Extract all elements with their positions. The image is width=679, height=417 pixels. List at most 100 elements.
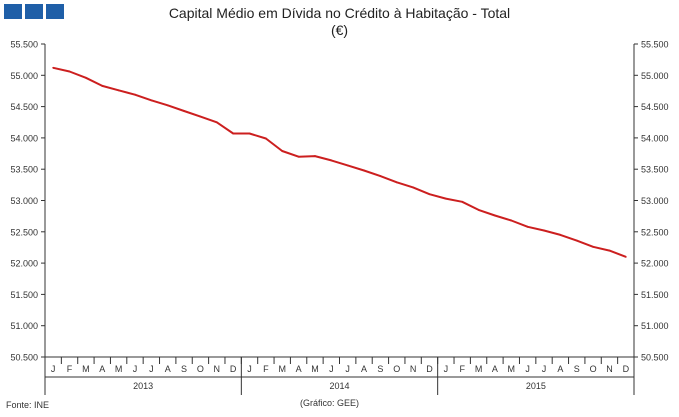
y-tick-label-left: 51.000 [10, 321, 38, 331]
chart-credit: (Gráfico: GEE) [300, 398, 360, 408]
x-month-label: N [410, 364, 417, 374]
y-tick-label-right: 51.500 [641, 290, 669, 300]
data-point [575, 239, 578, 242]
data-point [52, 66, 55, 69]
y-tick-label-right: 52.500 [641, 227, 669, 237]
x-month-label: J [345, 364, 350, 374]
y-tick-label-right: 50.500 [641, 353, 669, 363]
x-month-label: D [426, 364, 433, 374]
y-tick-label-right: 53.500 [641, 165, 669, 175]
x-month-label: S [377, 364, 383, 374]
x-month-label: A [99, 364, 105, 374]
data-point [395, 181, 398, 184]
x-month-label: S [181, 364, 187, 374]
y-tick-label-left: 52.500 [10, 227, 38, 237]
x-month-label: J [329, 364, 334, 374]
x-month-label: M [311, 364, 319, 374]
data-point [624, 255, 627, 258]
x-month-label: M [475, 364, 483, 374]
y-tick-label-left: 52.000 [10, 259, 38, 269]
data-point [346, 164, 349, 167]
data-point [461, 200, 464, 203]
x-month-label: M [508, 364, 516, 374]
chart-title: Capital Médio em Dívida no Crédito à Hab… [168, 5, 511, 21]
x-month-label: J [149, 364, 154, 374]
x-month-label: S [574, 364, 580, 374]
logo-square [46, 4, 64, 19]
data-point [281, 150, 284, 152]
data-point [543, 229, 545, 232]
x-month-label: F [459, 364, 465, 374]
y-tick-label-right: 51.000 [641, 321, 669, 331]
data-point [526, 225, 529, 228]
data-point [215, 121, 218, 124]
y-tick-label-right: 52.000 [641, 259, 669, 269]
data-point [166, 104, 169, 107]
x-month-label: F [263, 364, 269, 374]
source-note: Fonte: INE [6, 400, 50, 410]
data-point [232, 132, 235, 135]
x-month-label: O [197, 364, 204, 374]
x-month-label: A [296, 364, 302, 374]
data-point [134, 93, 136, 96]
chart-header: Capital Médio em Dívida no Crédito à Hab… [0, 4, 679, 39]
data-point [330, 159, 333, 162]
x-month-label: J [51, 364, 56, 374]
y-tick-label-right: 54.000 [641, 133, 669, 143]
data-point [428, 193, 431, 196]
series-line [52, 66, 627, 258]
data-point [101, 85, 104, 87]
data-point [477, 208, 480, 211]
data-point [592, 245, 594, 248]
x-month-label: A [557, 364, 563, 374]
data-point [150, 99, 153, 102]
y-tick-label-left: 54.500 [10, 102, 38, 112]
data-point [379, 175, 382, 177]
x-month-label: J [542, 364, 547, 374]
data-point [510, 219, 513, 222]
x-month-label: A [361, 364, 367, 374]
x-month-label: J [133, 364, 138, 374]
x-month-label: N [214, 364, 221, 374]
x-month-label: M [115, 364, 123, 374]
data-point [297, 155, 300, 158]
data-point [183, 110, 185, 112]
data-point [248, 132, 251, 135]
x-month-label: O [590, 364, 597, 374]
x-month-label: M [278, 364, 286, 374]
y-tick-label-right: 53.000 [641, 196, 669, 206]
x-month-label: A [165, 364, 171, 374]
x-month-label: J [247, 364, 252, 374]
y-tick-label-left: 55.000 [10, 71, 38, 81]
data-point [444, 197, 447, 200]
data-point [412, 186, 415, 189]
logo-square [4, 4, 22, 19]
y-tick-label-left: 51.500 [10, 290, 38, 300]
x-month-label: M [82, 364, 90, 374]
x-month-label: F [67, 364, 73, 374]
chart-subtitle: (€) [330, 22, 349, 38]
x-month-label: D [623, 364, 630, 374]
x-month-label: D [230, 364, 237, 374]
x-year-label: 2014 [329, 381, 349, 391]
data-point [314, 155, 316, 157]
data-point [68, 70, 71, 73]
x-month-label: O [393, 364, 400, 374]
x-year-label: 2015 [526, 381, 546, 391]
logo-square [25, 4, 43, 19]
y-tick-label-left: 55.500 [10, 40, 38, 50]
data-point [117, 89, 120, 92]
x-year-label: 2013 [133, 381, 153, 391]
x-month-label: N [606, 364, 613, 374]
data-point [363, 169, 365, 172]
y-tick-label-right: 55.500 [641, 40, 669, 50]
data-point [199, 115, 202, 118]
y-tick-label-left: 50.500 [10, 353, 38, 363]
data-point [559, 234, 562, 236]
data-point [494, 214, 496, 217]
y-tick-label-left: 53.000 [10, 196, 38, 206]
brand-logo [4, 4, 64, 19]
data-point [264, 137, 267, 140]
x-month-label: J [525, 364, 530, 374]
